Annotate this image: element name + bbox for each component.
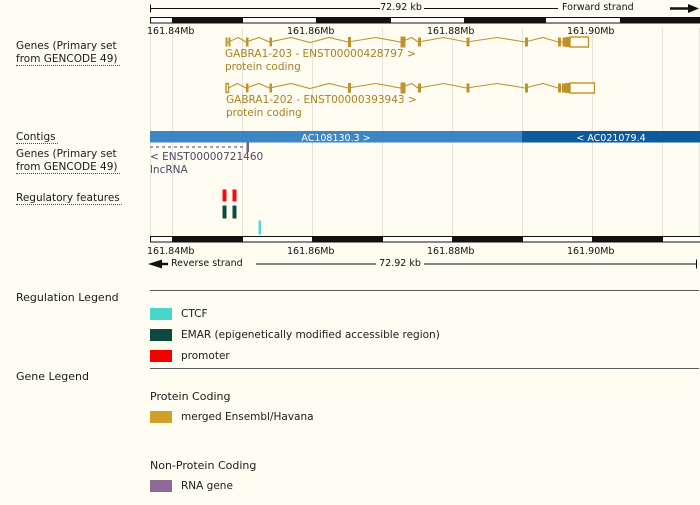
transcript-name: GABRA1-202 - ENST00000393943 > bbox=[226, 94, 417, 106]
transcript-biotype: protein coding bbox=[225, 60, 301, 73]
forward-strand-label: Forward strand bbox=[562, 2, 634, 13]
top-scale-length-label: 72.92 kb bbox=[380, 2, 422, 13]
track-label-genes-reverse[interactable]: Genes (Primary set from GENCODE 49) bbox=[16, 148, 120, 174]
legend-item-rna-gene: RNA gene bbox=[150, 480, 233, 492]
top-scale-bar bbox=[150, 17, 700, 24]
top-coordinate-label: 161.88Mb bbox=[427, 26, 475, 37]
promoter-color-swatch bbox=[150, 350, 172, 362]
transcript-biotype: lncRNA bbox=[150, 163, 188, 176]
track-label-regulatory-features[interactable]: Regulatory features bbox=[16, 192, 122, 205]
transcript-label-GABRA1-202[interactable]: GABRA1-202 - ENST00000393943 > protein c… bbox=[226, 94, 417, 119]
reverse-strand-label: Reverse strand bbox=[171, 258, 243, 269]
transcript-biotype: protein coding bbox=[226, 106, 302, 119]
regulatory-feature-promoter bbox=[222, 189, 227, 202]
top-coordinate-label: 161.84Mb bbox=[147, 26, 195, 37]
emar-color-swatch bbox=[150, 329, 172, 341]
bottom-coordinate-label: 161.88Mb bbox=[427, 246, 475, 257]
transcript-label-GABRA1-203[interactable]: GABRA1-203 - ENST00000428797 > protein c… bbox=[225, 48, 416, 73]
legend-separator bbox=[150, 290, 699, 291]
regulatory-feature-promoter bbox=[232, 189, 237, 202]
bottom-coordinate-label: 161.84Mb bbox=[147, 246, 195, 257]
transcript-model-1[interactable] bbox=[225, 36, 590, 48]
top-coordinate-label: 161.86Mb bbox=[287, 26, 335, 37]
bottom-coordinate-label: 161.90Mb bbox=[567, 246, 615, 257]
track-label-genes-line2: from GENCODE 49) bbox=[16, 52, 120, 66]
regulatory-feature-emar bbox=[232, 205, 237, 219]
transcript-name: < ENST00000721460 bbox=[150, 151, 264, 163]
transcript-label-lncRNA[interactable]: < ENST00000721460 lncRNA bbox=[150, 151, 263, 176]
legend-item-label: promoter bbox=[181, 350, 230, 362]
legend-item-emar: EMAR (epigenetically modified accessible… bbox=[150, 329, 440, 341]
legend-item-merged-ensembl-havana: merged Ensembl/Havana bbox=[150, 411, 314, 423]
protein-coding-color-swatch bbox=[150, 411, 172, 423]
transcript-model-lncrna[interactable] bbox=[150, 142, 249, 152]
bottom-coordinate-label: 161.86Mb bbox=[287, 246, 335, 257]
legend-item-ctcf: CTCF bbox=[150, 308, 208, 320]
track-label-genes-line2: from GENCODE 49) bbox=[16, 160, 120, 174]
gene-legend-title: Gene Legend bbox=[16, 370, 89, 383]
forward-strand-ruler bbox=[150, 4, 699, 13]
track-label-contigs-text: Contigs bbox=[16, 131, 58, 144]
legend-item-promoter: promoter bbox=[150, 350, 230, 362]
forward-strand-arrow-icon bbox=[688, 4, 699, 13]
regulatory-feature-ctcf bbox=[258, 220, 261, 235]
legend-separator bbox=[150, 368, 699, 369]
regulatory-features[interactable] bbox=[222, 189, 262, 235]
rna-gene-color-swatch bbox=[150, 480, 172, 492]
gene-legend-header-non-protein-coding: Non-Protein Coding bbox=[150, 459, 257, 472]
track-label-regulatory-text: Regulatory features bbox=[16, 192, 122, 205]
track-label-genes-line1: Genes (Primary set bbox=[16, 40, 117, 52]
reverse-strand-ruler bbox=[148, 259, 697, 269]
legend-item-label: RNA gene bbox=[181, 480, 233, 492]
contig-label-AC108130[interactable]: AC108130.3 > bbox=[301, 132, 371, 144]
contig-bar[interactable] bbox=[150, 131, 700, 143]
gene-legend-header-protein-coding: Protein Coding bbox=[150, 390, 231, 403]
legend-item-label: merged Ensembl/Havana bbox=[181, 411, 314, 423]
track-label-contigs[interactable]: Contigs bbox=[16, 131, 58, 144]
regulatory-feature-emar bbox=[222, 205, 227, 219]
top-coordinate-label: 161.90Mb bbox=[567, 26, 615, 37]
track-label-genes[interactable]: Genes (Primary set from GENCODE 49) bbox=[16, 40, 120, 66]
contig-label-AC021079[interactable]: < AC021079.4 bbox=[576, 132, 646, 144]
track-label-genes-line1: Genes (Primary set bbox=[16, 148, 117, 160]
legend-item-label: EMAR (epigenetically modified accessible… bbox=[181, 329, 440, 341]
transcript-name: GABRA1-203 - ENST00000428797 > bbox=[225, 48, 416, 60]
regulation-legend-title: Regulation Legend bbox=[16, 291, 119, 304]
reverse-strand-arrow-icon bbox=[148, 259, 162, 269]
legend-item-label: CTCF bbox=[181, 308, 208, 320]
ctcf-color-swatch bbox=[150, 308, 172, 320]
bottom-scale-length-label: 72.92 kb bbox=[379, 258, 421, 269]
bottom-scale-bar bbox=[150, 236, 700, 243]
transcript-model-2[interactable] bbox=[225, 82, 596, 94]
